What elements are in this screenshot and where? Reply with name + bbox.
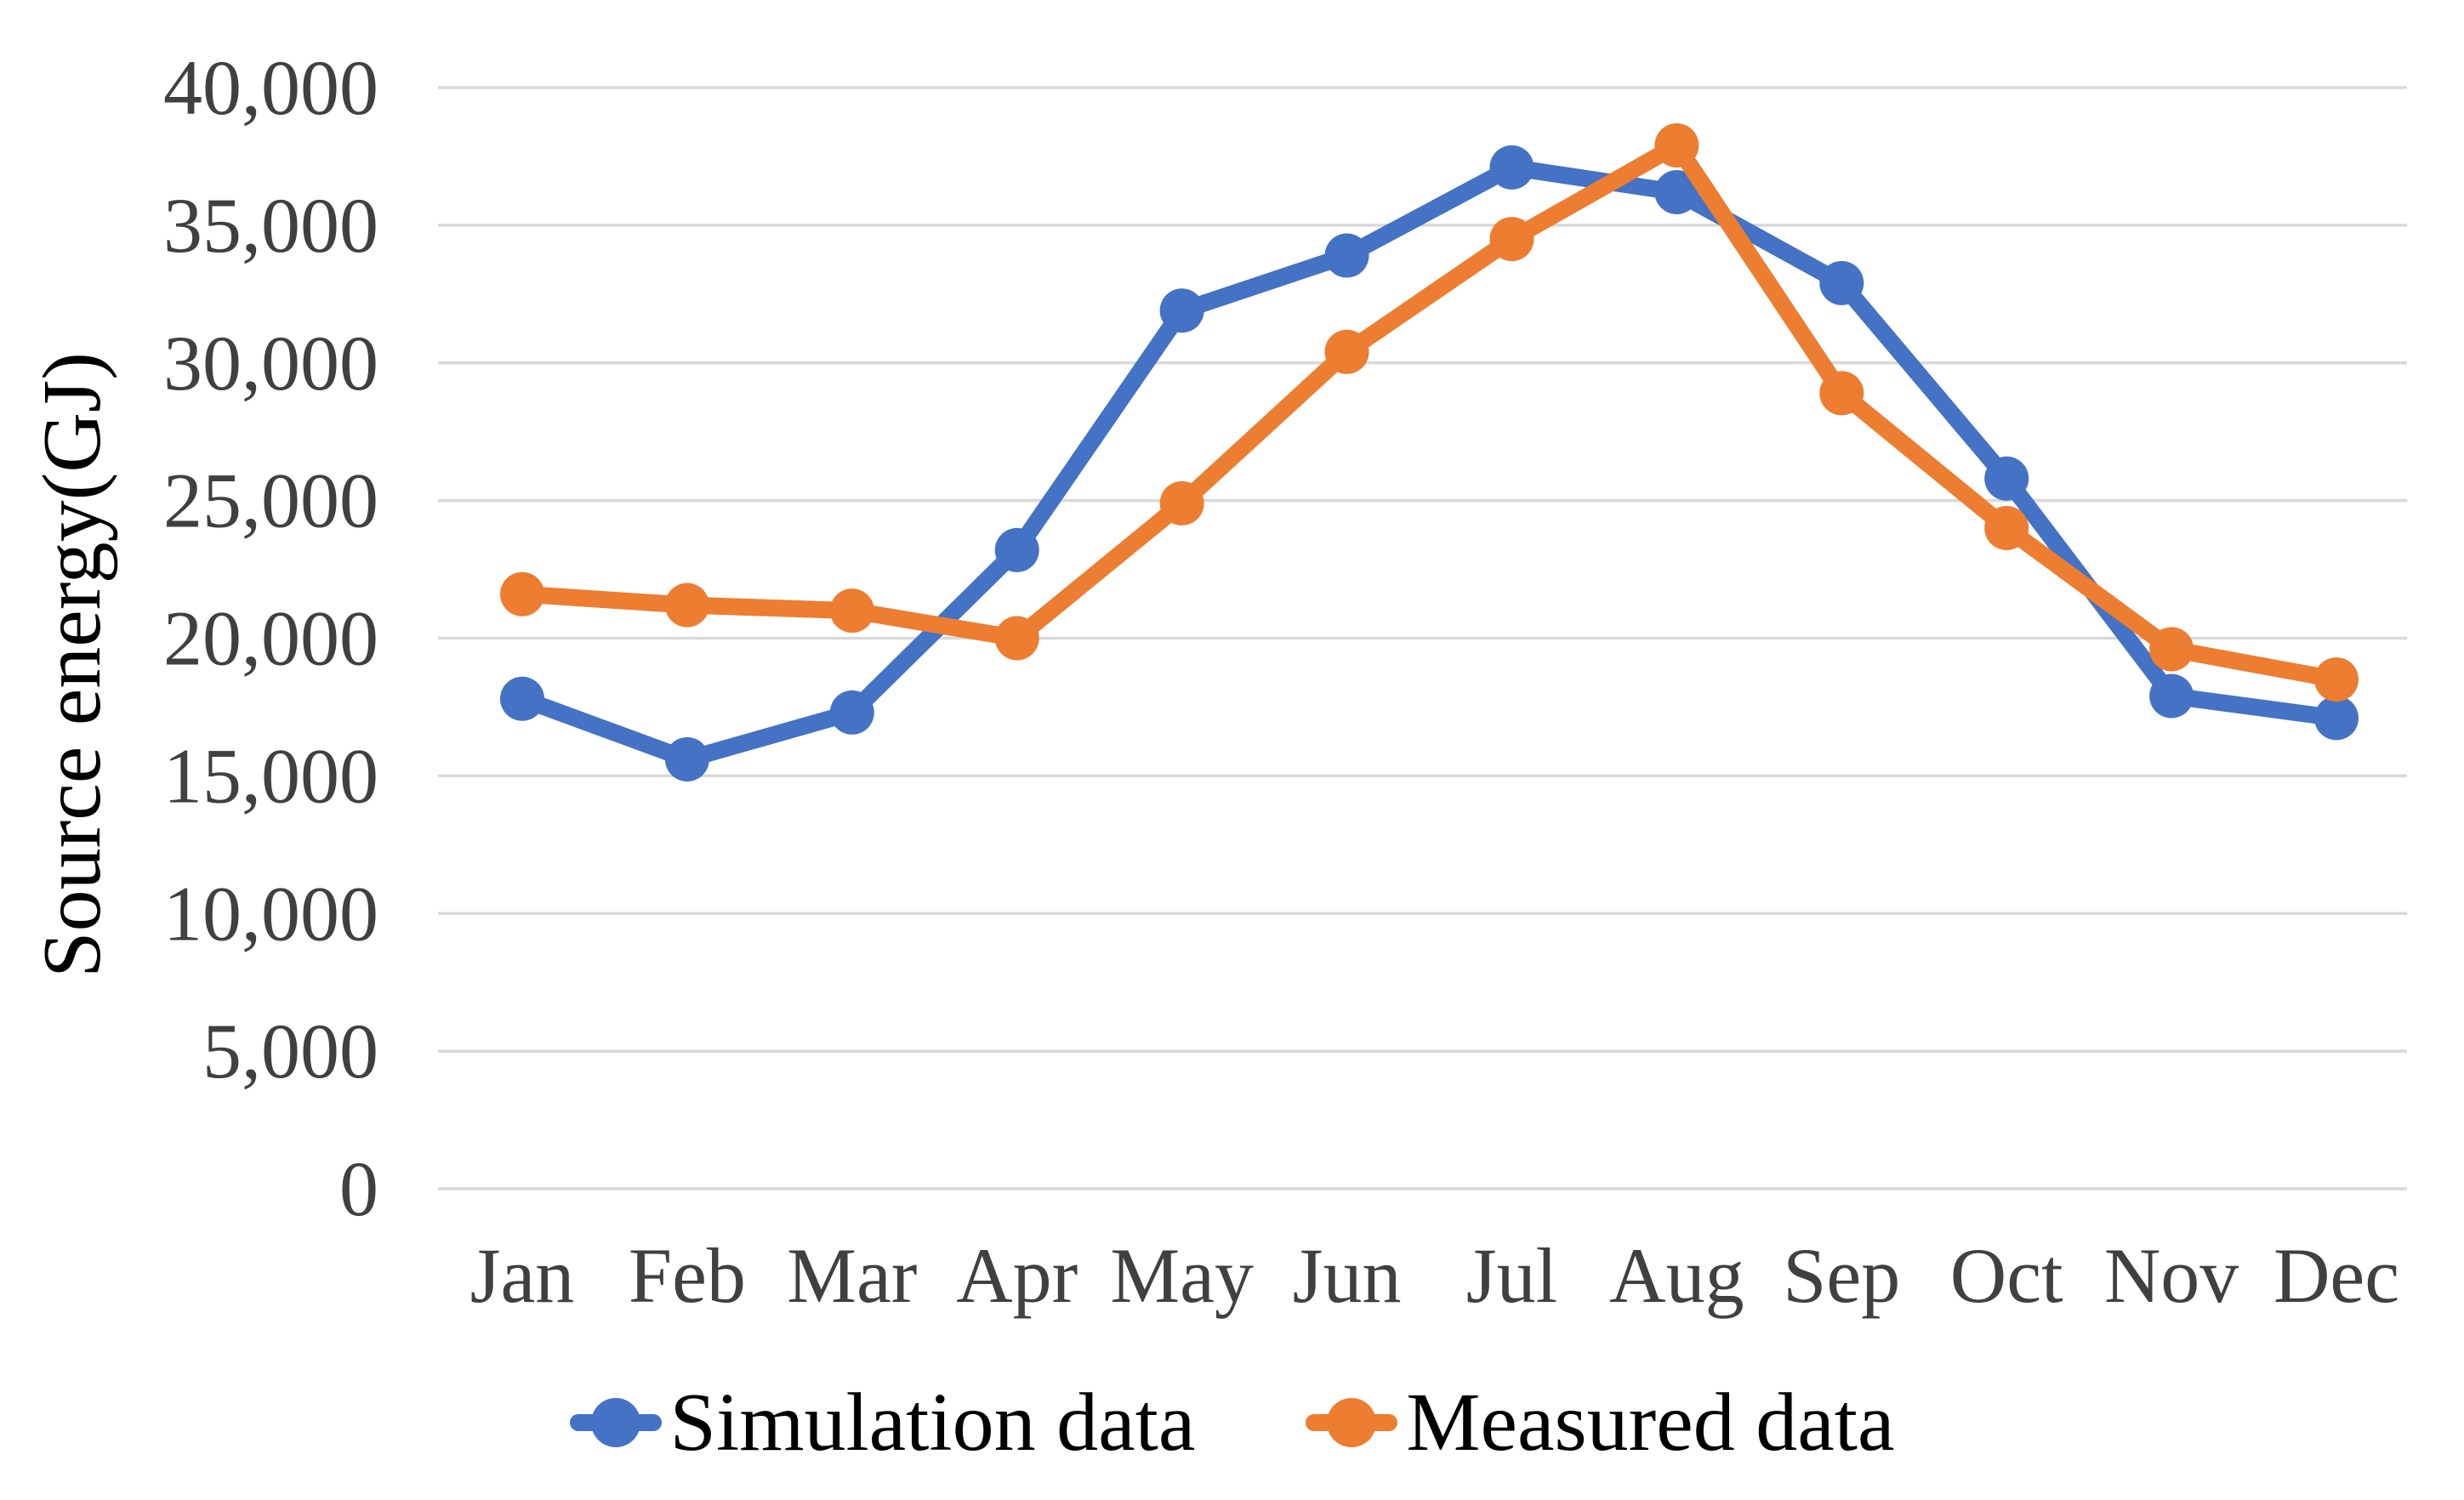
legend-line-sample-measured xyxy=(1306,1398,1398,1447)
data-point-simulation-data-mar xyxy=(829,690,874,735)
x-tick-label: Apr xyxy=(956,1232,1078,1319)
data-point-simulation-data-nov xyxy=(2149,673,2194,719)
x-tick-label: May xyxy=(1110,1232,1254,1319)
x-tick-label: Jul xyxy=(1466,1232,1557,1319)
legend-label-measured: Measured data xyxy=(1406,1377,1895,1469)
x-tick-label: Jun xyxy=(1293,1232,1402,1319)
legend-line-sample-simulation xyxy=(569,1398,662,1447)
data-point-simulation-data-may xyxy=(1159,288,1204,333)
data-point-measured-data-may xyxy=(1159,480,1204,526)
legend: Simulation data Measured data xyxy=(0,1367,2464,1478)
y-tick-label: 25,000 xyxy=(163,457,378,544)
data-point-measured-data-feb xyxy=(664,582,709,628)
data-point-simulation-data-jul xyxy=(1489,145,1534,190)
x-tick-label: Jan xyxy=(470,1232,575,1319)
data-point-measured-data-dec xyxy=(2314,657,2359,702)
y-tick-label: 15,000 xyxy=(163,732,378,819)
data-point-simulation-data-aug xyxy=(1654,170,1699,215)
x-tick-label: Oct xyxy=(1950,1232,2063,1319)
data-point-measured-data-apr xyxy=(994,616,1039,661)
data-point-measured-data-nov xyxy=(2149,627,2194,672)
series-line-simulation-data xyxy=(514,158,2346,768)
y-tick-label: 40,000 xyxy=(163,44,378,131)
y-axis-title: Source energy(GJ) xyxy=(26,352,118,978)
data-point-simulation-data-dec xyxy=(2314,696,2359,741)
data-point-measured-data-sep xyxy=(1819,371,1864,416)
data-point-measured-data-jul xyxy=(1489,217,1534,262)
x-tick-label: Mar xyxy=(787,1232,917,1319)
data-point-simulation-data-jan xyxy=(500,676,544,721)
x-tick-label: Sep xyxy=(1783,1232,1900,1319)
y-tick-label: 5,000 xyxy=(202,1008,378,1094)
x-tick-label: Feb xyxy=(629,1232,746,1319)
data-point-simulation-data-oct xyxy=(1984,456,2029,501)
legend-item-simulation-data: Simulation data xyxy=(569,1375,1196,1470)
data-point-measured-data-jun xyxy=(1324,329,1369,374)
legend-marker-dot-simulation xyxy=(590,1398,640,1447)
data-point-simulation-data-feb xyxy=(664,736,709,781)
x-tick-label: Nov xyxy=(2104,1232,2239,1319)
y-tick-label: 0 xyxy=(339,1145,378,1232)
data-point-measured-data-jan xyxy=(500,571,544,616)
data-point-simulation-data-apr xyxy=(994,527,1039,572)
x-tick-label: Aug xyxy=(1609,1232,1744,1319)
data-point-simulation-data-jun xyxy=(1324,233,1369,278)
y-tick-label: 10,000 xyxy=(163,870,378,957)
data-point-measured-data-aug xyxy=(1654,122,1699,168)
legend-label-simulation: Simulation data xyxy=(669,1377,1196,1469)
x-tick-label: Dec xyxy=(2273,1232,2399,1319)
y-tick-label: 30,000 xyxy=(163,320,378,406)
legend-marker-dot-measured xyxy=(1327,1398,1377,1447)
data-point-measured-data-mar xyxy=(829,588,874,634)
series-line-measured-data xyxy=(514,136,2346,689)
y-tick-label: 35,000 xyxy=(163,182,378,269)
legend-item-measured-data: Measured data xyxy=(1306,1375,1894,1470)
data-point-simulation-data-sep xyxy=(1819,260,1864,305)
y-tick-label: 20,000 xyxy=(163,595,378,682)
data-point-measured-data-oct xyxy=(1984,506,2029,550)
